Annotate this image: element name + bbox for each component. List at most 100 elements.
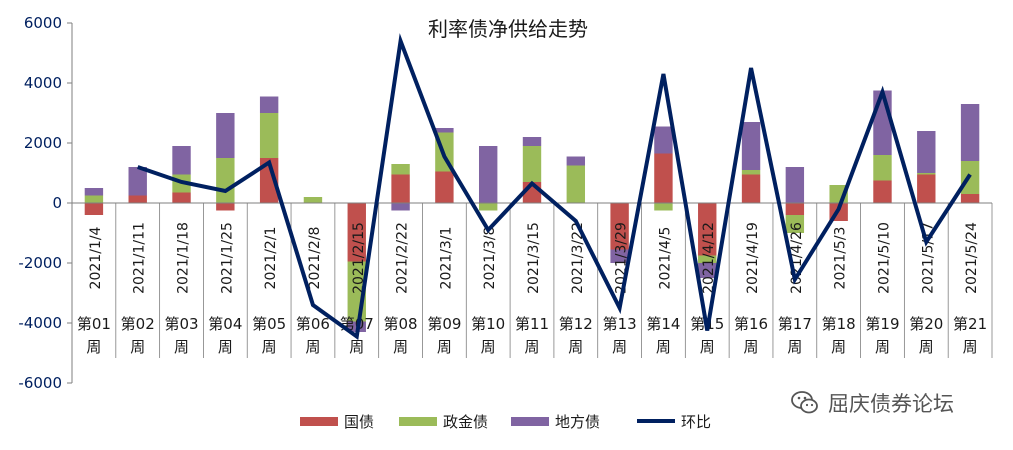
x-week-label-suffix: 周 xyxy=(787,338,802,356)
x-date-label: 2021/5/10 xyxy=(876,222,892,294)
x-week-label: 第01 xyxy=(77,315,111,333)
x-date-label: 2021/4/12 xyxy=(701,222,717,294)
bar-地方债 xyxy=(873,90,892,155)
bar-地方债 xyxy=(654,126,673,154)
bar-地方债 xyxy=(610,249,629,263)
x-week-label: 第03 xyxy=(164,315,198,333)
legend-swatch xyxy=(300,417,338,426)
x-week-label-suffix: 周 xyxy=(612,338,627,356)
bar-地方债 xyxy=(391,203,410,211)
x-week-label: 第11 xyxy=(515,315,549,333)
x-date-label: 2021/2/1 xyxy=(263,227,279,290)
wechat-icon xyxy=(791,391,818,414)
x-date-label: 2021/3/1 xyxy=(438,227,454,290)
x-week-label: 第10 xyxy=(471,315,505,333)
bar-国债 xyxy=(960,194,980,203)
x-week-label-suffix: 周 xyxy=(700,338,715,356)
bar-国债 xyxy=(84,203,104,215)
bar-国债 xyxy=(873,180,892,203)
bar-地方债 xyxy=(259,96,279,113)
x-date-label: 2021/1/4 xyxy=(88,226,104,289)
bar-地方债 xyxy=(785,167,805,203)
bar-地方债 xyxy=(522,137,542,146)
y-tick-label: -6000 xyxy=(18,374,62,392)
bar-地方债 xyxy=(172,146,191,175)
x-week-label: 第17 xyxy=(778,315,812,333)
legend-label: 地方债 xyxy=(555,413,600,431)
x-week-label-suffix: 周 xyxy=(744,338,759,356)
bar-政金债 xyxy=(84,195,104,203)
line-环比 xyxy=(137,33,972,341)
x-week-label: 第16 xyxy=(734,315,768,333)
x-week-label-suffix: 周 xyxy=(481,338,496,356)
x-week-label-suffix: 周 xyxy=(919,338,934,356)
bar-政金债 xyxy=(566,165,586,203)
x-date-label: 2021/5/3 xyxy=(833,227,849,290)
x-week-label: 第08 xyxy=(384,315,418,333)
y-tick-label: 2000 xyxy=(24,134,62,152)
watermark-text: 屈庆债券论坛 xyxy=(828,392,954,416)
bar-地方债 xyxy=(741,122,761,170)
bar-地方债 xyxy=(84,188,104,196)
watermark: 屈庆债券论坛 xyxy=(790,388,954,418)
bar-政金债 xyxy=(391,164,410,175)
bar-政金债 xyxy=(478,203,498,211)
bar-国债 xyxy=(259,158,279,203)
bar-地方债 xyxy=(128,167,147,196)
x-week-label: 第20 xyxy=(909,315,943,333)
bar-国债 xyxy=(610,203,629,250)
x-week-label-suffix: 周 xyxy=(262,338,277,356)
y-tick-label: 4000 xyxy=(24,74,62,92)
bar-政金债 xyxy=(873,155,892,181)
x-date-label: 2021/3/15 xyxy=(526,222,542,294)
x-week-label-suffix: 周 xyxy=(831,338,846,356)
bar-政金债 xyxy=(654,203,673,211)
x-week-label-suffix: 周 xyxy=(130,338,145,356)
x-week-label: 第12 xyxy=(559,315,593,333)
y-tick-label: -4000 xyxy=(18,314,62,332)
x-week-label: 第18 xyxy=(822,315,856,333)
bar-国债 xyxy=(128,195,147,203)
bar-国债 xyxy=(172,192,191,203)
x-week-label-suffix: 周 xyxy=(218,338,233,356)
bar-国债 xyxy=(391,174,410,203)
x-date-label: 2021/5/24 xyxy=(964,222,980,294)
legend-swatch xyxy=(399,417,437,426)
bar-政金债 xyxy=(698,255,717,263)
x-week-label-suffix: 周 xyxy=(437,338,452,356)
legend-label: 环比 xyxy=(681,413,711,431)
bar-地方债 xyxy=(566,156,586,166)
bar-政金债 xyxy=(785,215,805,233)
x-date-label: 2021/1/11 xyxy=(132,222,148,294)
bar-政金债 xyxy=(741,170,761,175)
x-week-label: 第05 xyxy=(252,315,286,333)
y-tick-label: 0 xyxy=(52,194,62,212)
y-tick-label: 6000 xyxy=(24,14,62,32)
x-date-label: 2021/2/8 xyxy=(307,227,323,290)
bar-国债 xyxy=(216,203,235,211)
bar-国债 xyxy=(741,174,761,203)
x-date-label: 2021/3/8 xyxy=(482,227,498,290)
bar-国债 xyxy=(347,203,366,262)
x-week-label-suffix: 周 xyxy=(568,338,583,356)
bar-政金债 xyxy=(303,197,323,203)
x-week-label: 第13 xyxy=(603,315,637,333)
x-week-label-suffix: 周 xyxy=(656,338,671,356)
x-date-label: 2021/2/22 xyxy=(395,222,411,294)
bar-地方债 xyxy=(698,263,717,278)
bar-地方债 xyxy=(917,131,936,173)
legend-swatch xyxy=(511,417,549,426)
x-week-label-suffix: 周 xyxy=(86,338,101,356)
bar-国债 xyxy=(785,203,805,215)
x-date-label: 2021/2/15 xyxy=(351,222,367,294)
bar-国债 xyxy=(654,153,673,203)
x-week-label-suffix: 周 xyxy=(349,338,364,356)
bar-地方债 xyxy=(478,146,498,203)
bar-政金债 xyxy=(259,113,279,158)
x-date-label: 2021/1/25 xyxy=(219,222,235,294)
y-tick-label: -2000 xyxy=(18,254,62,272)
bar-政金债 xyxy=(917,173,936,175)
x-week-label-suffix: 周 xyxy=(393,338,408,356)
x-date-label: 2021/1/18 xyxy=(176,222,192,294)
